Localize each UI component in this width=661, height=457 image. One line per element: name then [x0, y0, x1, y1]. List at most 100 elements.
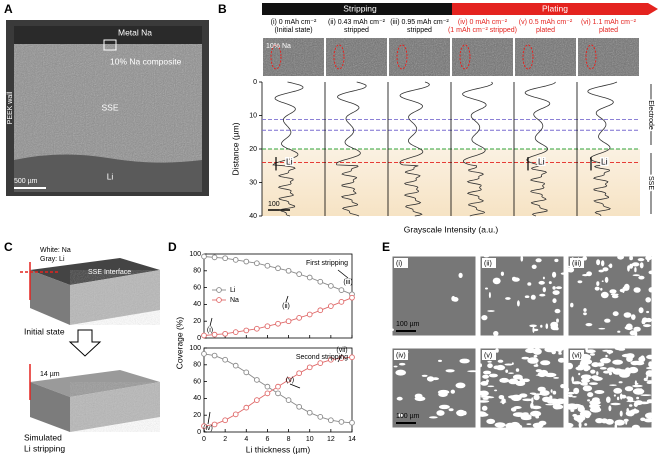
column-title: (v) 0.5 mAh cm⁻² [519, 19, 573, 26]
na-region [601, 260, 605, 267]
data-point [285, 267, 292, 274]
y-tick-label: 0 [197, 335, 201, 342]
na-region [540, 324, 543, 328]
na-region [488, 373, 498, 378]
label: Stripping [343, 3, 377, 13]
na-region [633, 287, 641, 293]
na-region [623, 418, 629, 422]
data-point [306, 364, 313, 371]
data-point [211, 331, 218, 338]
na-region [605, 418, 614, 425]
tile-clip [479, 347, 565, 429]
na-region [640, 394, 652, 396]
na-region [570, 409, 575, 412]
x-tick-label: 12 [327, 436, 335, 443]
data-point [285, 377, 292, 383]
na-region [641, 319, 646, 325]
na-region [450, 389, 455, 394]
tile-bg [392, 256, 476, 336]
na-region [609, 289, 617, 294]
data-point [254, 397, 260, 403]
na-region [589, 403, 597, 409]
label-bg [482, 350, 496, 360]
data-point [275, 383, 281, 390]
tile-label: (iv) [396, 352, 406, 359]
na-region [552, 290, 560, 295]
na-region [395, 369, 407, 376]
data-point [349, 294, 355, 301]
na-region [482, 374, 489, 379]
tile-clip [479, 255, 565, 337]
na-region [393, 365, 398, 368]
na-region [520, 413, 532, 420]
slab-texture [70, 382, 160, 432]
plot-frame [203, 347, 353, 433]
column-subtitle: stripped [407, 27, 432, 34]
na-region [587, 399, 591, 402]
label: Li [107, 171, 114, 181]
data-point [349, 419, 355, 426]
data-point [243, 258, 250, 265]
data-point [264, 323, 271, 330]
annotation: (vii) [336, 347, 347, 354]
legend-marker [216, 297, 222, 303]
tile-label: (vi) [572, 352, 582, 359]
na-region [530, 410, 542, 417]
x-tick-label: 14 [348, 436, 356, 443]
tile-bg [480, 256, 564, 336]
region-marker [585, 44, 597, 70]
data-point [222, 330, 228, 337]
na-region [605, 354, 608, 358]
na-region [578, 372, 581, 376]
x-axis-label: Grayscale Intensity (a.u.) [404, 224, 499, 234]
plot-title: First stripping [306, 260, 348, 267]
column-image-texture [263, 38, 324, 76]
tile-label: (v) [484, 352, 492, 359]
tile-label: (iii) [572, 260, 581, 267]
tile: (vi) [563, 346, 657, 430]
li-label: Li [286, 157, 293, 167]
column-image-texture [578, 38, 639, 76]
x-axis-label: Li thickness (µm) [246, 444, 311, 454]
na-region [606, 396, 611, 403]
na-region [396, 396, 403, 401]
na-region [498, 395, 505, 400]
na-region [646, 381, 653, 385]
na-region [505, 369, 509, 373]
na-region [608, 350, 611, 355]
na-region [608, 405, 612, 412]
panel-a: A Metal Na 10% Na composite SSE Li PEEK … [4, 2, 209, 196]
na-region [619, 288, 625, 293]
column-subtitle: plated [599, 27, 618, 34]
na-region [538, 280, 545, 285]
scale-label: 100 µm [396, 413, 420, 420]
na-region [602, 267, 609, 272]
profile [524, 81, 556, 217]
na-region [646, 310, 650, 314]
na-region [509, 421, 521, 429]
data-point [296, 314, 302, 321]
na-region [600, 291, 609, 299]
na-region [594, 286, 600, 291]
data-point [328, 283, 334, 289]
na-region [613, 387, 623, 394]
data-point [328, 303, 334, 309]
na-region [611, 294, 619, 299]
metal-layer [14, 26, 202, 44]
na-region [580, 374, 592, 380]
flow-arrow [68, 329, 102, 357]
slab-side [30, 382, 70, 432]
na-region [609, 384, 617, 387]
na-region [526, 423, 532, 425]
column-image-texture [389, 38, 450, 76]
column-title: (iii) 0.95 mAh cm⁻² [390, 19, 449, 26]
li-label: Li [601, 157, 608, 167]
data-point [296, 370, 302, 377]
na-region [609, 263, 613, 269]
na-region [531, 397, 534, 404]
data-point [328, 417, 334, 424]
data-point [349, 354, 355, 361]
na-region [570, 302, 574, 308]
data-point [211, 352, 218, 359]
na-region [575, 366, 585, 371]
